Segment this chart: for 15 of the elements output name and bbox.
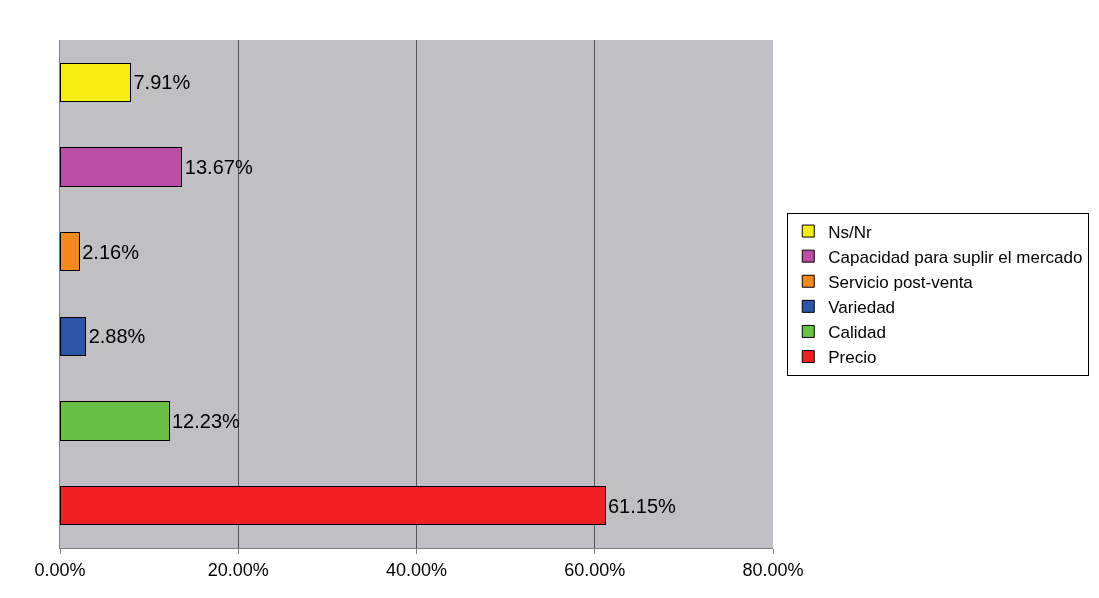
data-label: 2.16% — [82, 240, 140, 263]
data-label: 2.88% — [88, 325, 146, 348]
legend-label: Precio — [828, 348, 877, 368]
x-tick-label: 20.00% — [207, 559, 269, 580]
x-tick-label: 40.00% — [385, 559, 448, 580]
legend-label: Servicio post-venta — [828, 272, 974, 292]
x-tick-label: 0.00% — [34, 559, 86, 580]
data-label: 61.15% — [608, 494, 677, 517]
data-label: 7.91% — [133, 71, 191, 94]
x-tick-label: 80.00% — [742, 559, 804, 580]
legend-label: Variedad — [828, 297, 896, 317]
legend-label: Calidad — [828, 323, 886, 343]
legend-label: Capacidad para suplir el mercado — [828, 247, 1083, 267]
x-tick-label: 60.00% — [564, 559, 626, 580]
legend-label: Ns/Nr — [828, 222, 873, 242]
